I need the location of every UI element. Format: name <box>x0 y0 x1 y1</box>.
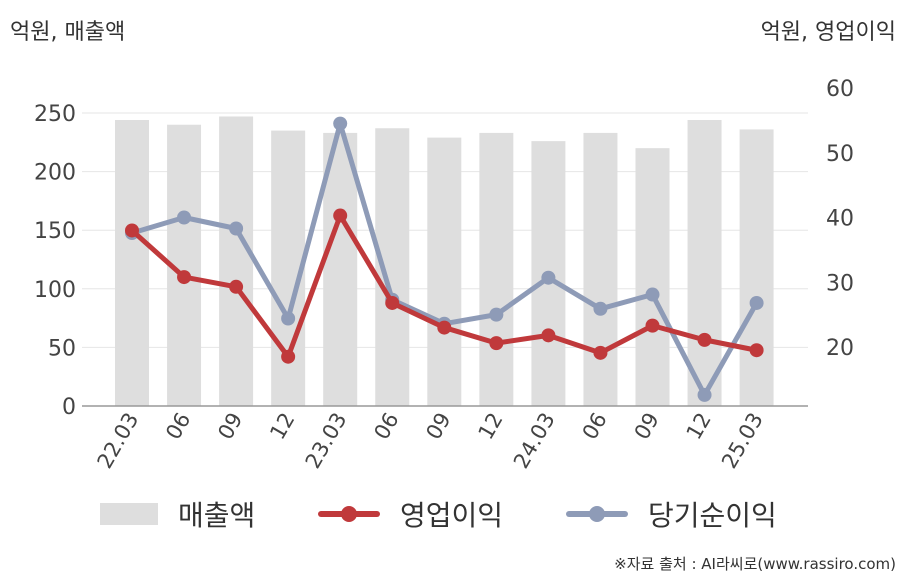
legend-swatch-net-income <box>566 503 628 525</box>
net-income-point <box>229 221 244 236</box>
x-tick-label: 06 <box>578 409 612 444</box>
net-income-point <box>333 116 348 131</box>
right-tick-label: 60 <box>826 77 854 102</box>
left-tick-label: 150 <box>34 219 76 244</box>
operating-profit-point <box>333 208 348 223</box>
legend-item-operating-profit: 영업이익 <box>318 492 503 536</box>
operating-profit-point <box>281 349 296 364</box>
left-tick-label: 200 <box>34 161 76 186</box>
revenue-bar <box>323 132 358 406</box>
left-tick-label: 50 <box>48 336 76 361</box>
x-tick-label: 09 <box>213 409 247 444</box>
legend-label-operating-profit: 영업이익 <box>400 499 504 532</box>
revenue-bar <box>635 148 670 406</box>
net-income-point <box>281 311 296 326</box>
net-income-point <box>645 287 660 302</box>
revenue-bar <box>115 120 149 407</box>
legend-swatch-operating-profit <box>318 503 380 525</box>
legend-swatch-revenue <box>100 503 158 525</box>
operating-profit-point <box>749 343 764 358</box>
x-tick-label: 06 <box>161 409 195 444</box>
left-tick-label: 0 <box>62 395 76 420</box>
net-income-point <box>489 307 504 322</box>
revenue-bar <box>479 132 514 406</box>
operating-profit-point <box>489 336 504 351</box>
right-tick-label: 40 <box>826 207 854 232</box>
net-income-point <box>541 270 556 285</box>
right-tick-label: 20 <box>826 336 854 361</box>
operating-profit-point <box>385 295 400 310</box>
source-credit: ※자료 출처 : AI라씨로(www.rassiro.com) <box>614 555 896 573</box>
revenue-bar <box>427 137 462 406</box>
revenue-bar <box>583 132 618 406</box>
operating-profit-point <box>125 223 139 238</box>
operating-profit-point <box>645 318 660 333</box>
legend-label-revenue: 매출액 <box>178 499 256 532</box>
operating-profit-point <box>697 332 712 347</box>
net-income-point <box>749 295 764 310</box>
x-tick-label: 12 <box>682 409 716 444</box>
right-tick-label: 30 <box>826 271 854 296</box>
net-income-point <box>177 210 192 225</box>
legend: 매출액 영업이익 당기순이익 <box>0 492 908 536</box>
operating-profit-point <box>437 320 452 335</box>
operating-profit-point <box>177 270 192 285</box>
x-tick-label: 12 <box>474 408 508 443</box>
net-income-point <box>593 301 608 316</box>
legend-item-revenue: 매출액 <box>100 492 255 536</box>
left-tick-label: 250 <box>34 102 76 127</box>
legend-item-net-income: 당기순이익 <box>566 492 777 536</box>
revenue-bar <box>739 129 774 406</box>
x-tick-label: 09 <box>421 409 455 444</box>
revenue-bar <box>687 120 722 407</box>
operating-profit-point <box>593 345 608 360</box>
x-tick-label: 24.03 <box>509 409 560 473</box>
operating-profit-point <box>229 279 244 294</box>
operating-profit-point <box>541 328 556 343</box>
left-tick-label: 100 <box>34 278 76 303</box>
right-tick-label: 50 <box>826 142 854 167</box>
left-axis-unit-label: 억원, 매출액 <box>10 20 126 45</box>
x-tick-label: 23.03 <box>301 409 352 473</box>
legend-label-net-income: 당기순이익 <box>648 499 777 532</box>
x-tick-label: 25.03 <box>717 409 768 473</box>
x-tick-label: 12 <box>265 409 299 444</box>
revenue-bar <box>219 116 254 407</box>
net-income-point <box>697 387 712 402</box>
bar-layer <box>115 116 774 407</box>
x-tick-label: 22.03 <box>92 409 143 473</box>
line-layer <box>125 116 764 402</box>
right-axis-unit-label: 억원, 영업이익 <box>760 20 896 45</box>
x-tick-label: 06 <box>369 409 403 444</box>
x-tick-label: 09 <box>630 409 664 444</box>
